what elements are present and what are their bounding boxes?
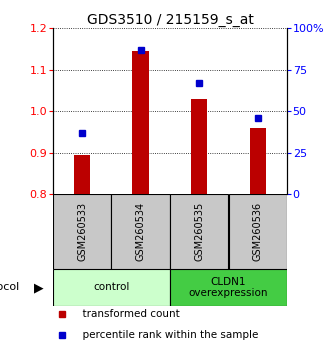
Bar	[53, 269, 170, 306]
Text: transformed count: transformed count	[76, 309, 180, 319]
Text: control: control	[93, 282, 130, 292]
Text: ▶: ▶	[34, 281, 44, 294]
Text: CLDN1
overexpression: CLDN1 overexpression	[189, 276, 268, 298]
Bar	[132, 51, 149, 194]
Text: GSM260533: GSM260533	[77, 202, 87, 261]
Text: GSM260534: GSM260534	[136, 202, 146, 261]
Bar	[53, 194, 111, 269]
Bar	[249, 128, 266, 194]
Title: GDS3510 / 215159_s_at: GDS3510 / 215159_s_at	[86, 13, 253, 27]
Bar	[112, 194, 170, 269]
Bar	[170, 194, 228, 269]
Text: GSM260535: GSM260535	[194, 202, 204, 261]
Text: percentile rank within the sample: percentile rank within the sample	[76, 330, 259, 340]
Bar	[229, 194, 287, 269]
Bar	[170, 269, 287, 306]
Text: GSM260536: GSM260536	[253, 202, 263, 261]
Text: protocol: protocol	[0, 282, 19, 292]
Bar	[74, 155, 90, 194]
Bar	[191, 99, 208, 194]
